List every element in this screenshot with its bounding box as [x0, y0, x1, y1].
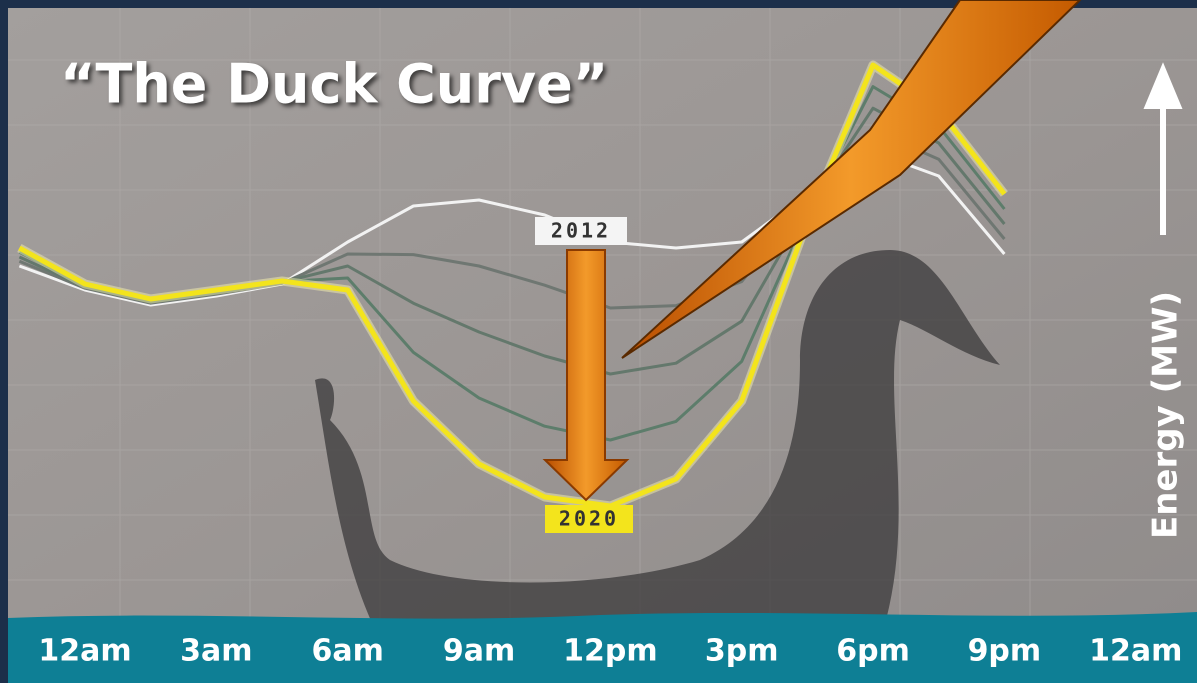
x-tick-label: 12pm: [563, 634, 657, 669]
series-label: 2012: [551, 219, 611, 243]
x-tick-label: 3pm: [705, 634, 779, 669]
series-label: 2020: [559, 507, 619, 531]
x-tick-label: 9pm: [968, 634, 1042, 669]
y-axis-label: Energy (MW): [1146, 291, 1186, 539]
x-tick-label: 12am: [38, 634, 131, 669]
chart-title: “The Duck Curve”: [60, 53, 608, 116]
x-tick-label: 6pm: [836, 634, 910, 669]
x-tick-label: 9am: [443, 634, 515, 669]
x-tick-label: 6am: [312, 634, 384, 669]
x-tick-label: 3am: [180, 634, 252, 669]
chart: “The Duck Curve” Energy (MW) 12am 3am 6am 9…: [0, 0, 1197, 683]
x-tick-label: 12am: [1089, 634, 1182, 669]
